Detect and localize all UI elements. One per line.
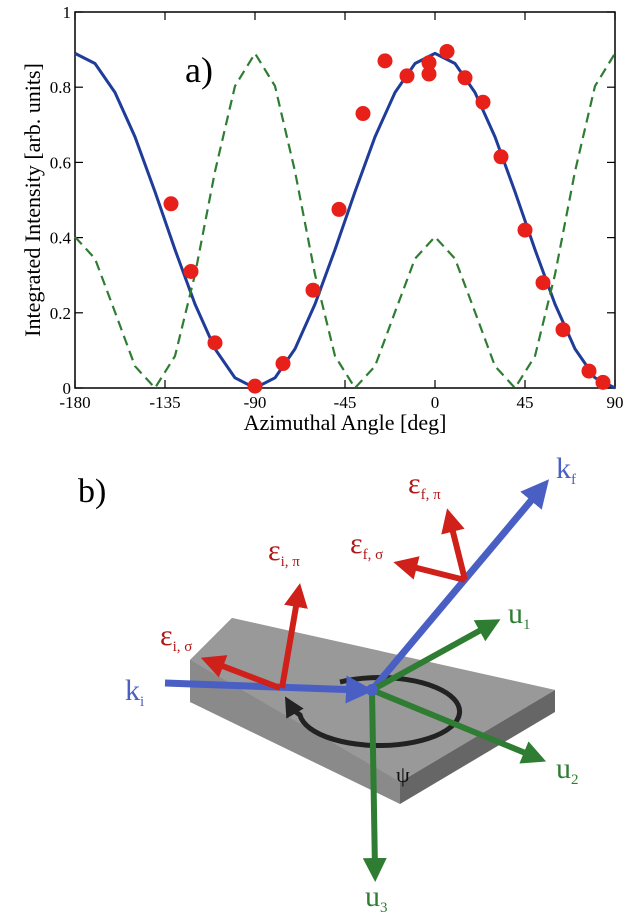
u2-vector <box>370 687 547 764</box>
vector-label: ki <box>125 674 144 710</box>
data-point <box>475 94 491 110</box>
vector-symbol: k <box>556 452 571 485</box>
vector-symbol: ε <box>268 534 281 567</box>
vector-label: kf <box>556 452 576 488</box>
y-tick-label: 1 <box>63 3 72 22</box>
data-point <box>305 282 321 298</box>
y-tick-label: 0.2 <box>50 304 71 323</box>
vector-label: u1 <box>508 597 531 633</box>
chart-a: a) Azimuthal Angle [deg] Integrated Inte… <box>20 3 624 435</box>
data-point <box>535 275 551 291</box>
y-axis-title: Integrated Intensity [arb. units] <box>20 63 45 337</box>
data-point <box>207 335 223 351</box>
x-tick-label: -45 <box>334 393 357 412</box>
data-point <box>163 196 179 212</box>
vector-subscript: i, σ <box>173 639 193 655</box>
vector-label: εi, π <box>268 534 300 570</box>
angle-label: ψ <box>396 762 410 787</box>
eps-i-sigma-vector <box>200 655 282 691</box>
origin <box>366 684 378 696</box>
vector-subscript: i, π <box>281 554 301 570</box>
vector-subscript: f, π <box>421 487 441 503</box>
data-point <box>355 106 371 122</box>
plate-side <box>400 690 555 804</box>
plate-front <box>190 660 400 804</box>
eps-f-pi-vector <box>441 508 468 581</box>
x-tick-label: 0 <box>431 393 440 412</box>
vector-subscript: 2 <box>571 772 579 788</box>
vector-label: εf, π <box>408 467 441 503</box>
data-point <box>517 222 533 238</box>
data-point <box>399 68 415 84</box>
vector-subscript: f <box>571 472 576 488</box>
vector-label: εf, σ <box>350 527 383 563</box>
x-tick-label: 45 <box>517 393 534 412</box>
eps-i-pi-vector <box>279 583 308 689</box>
data-point <box>493 149 509 165</box>
plot-frame <box>74 11 616 389</box>
x-tick-label: -90 <box>244 393 267 412</box>
vector-symbol: ε <box>408 467 421 500</box>
data-point <box>377 53 393 69</box>
data-point <box>595 374 611 390</box>
data-point <box>457 70 473 86</box>
y-tick-label: 0.6 <box>50 153 71 172</box>
vector-label: εi, σ <box>160 619 192 655</box>
data-point <box>439 43 455 59</box>
x-tick-label: -135 <box>149 393 180 412</box>
x-tick-label: -180 <box>59 393 90 412</box>
data-point <box>275 356 291 372</box>
vector-symbol: u <box>365 880 380 912</box>
vector-symbol: ε <box>350 527 363 560</box>
rotation-arrow <box>284 675 463 749</box>
data-point <box>247 378 263 394</box>
data-point <box>421 55 437 71</box>
vector-symbol: u <box>556 752 571 785</box>
vector-label: u2 <box>556 752 579 788</box>
vector-label: u3 <box>365 880 388 912</box>
dashed-curve <box>74 52 616 390</box>
y-tick-label: 0.8 <box>50 78 71 97</box>
y-tick-label: 0 <box>63 379 72 398</box>
kf-vector <box>369 479 550 693</box>
vector-subscript: i <box>140 694 144 710</box>
u3-vector <box>362 689 387 882</box>
vector-symbol: k <box>125 674 140 707</box>
data-point <box>331 201 347 217</box>
vector-symbol: ε <box>160 619 173 652</box>
vector-subscript: 3 <box>380 900 388 912</box>
data-point <box>421 66 437 82</box>
solid-curve <box>74 51 616 390</box>
data-point <box>581 363 597 379</box>
data-point <box>555 322 571 338</box>
panel-label: a) <box>185 50 213 90</box>
data-point <box>183 263 199 279</box>
eps-f-sigma-vector <box>393 556 466 583</box>
vector-symbol: u <box>508 597 523 630</box>
x-tick-label: 90 <box>607 393 624 412</box>
x-axis-title: Azimuthal Angle [deg] <box>244 410 447 435</box>
y-tick-label: 0.4 <box>50 229 72 248</box>
vector-subscript: 1 <box>523 617 531 633</box>
ki-vector <box>164 675 374 704</box>
vector-subscript: f, σ <box>363 547 384 563</box>
panel-label: b) <box>78 473 106 510</box>
u1-vector <box>370 619 501 693</box>
